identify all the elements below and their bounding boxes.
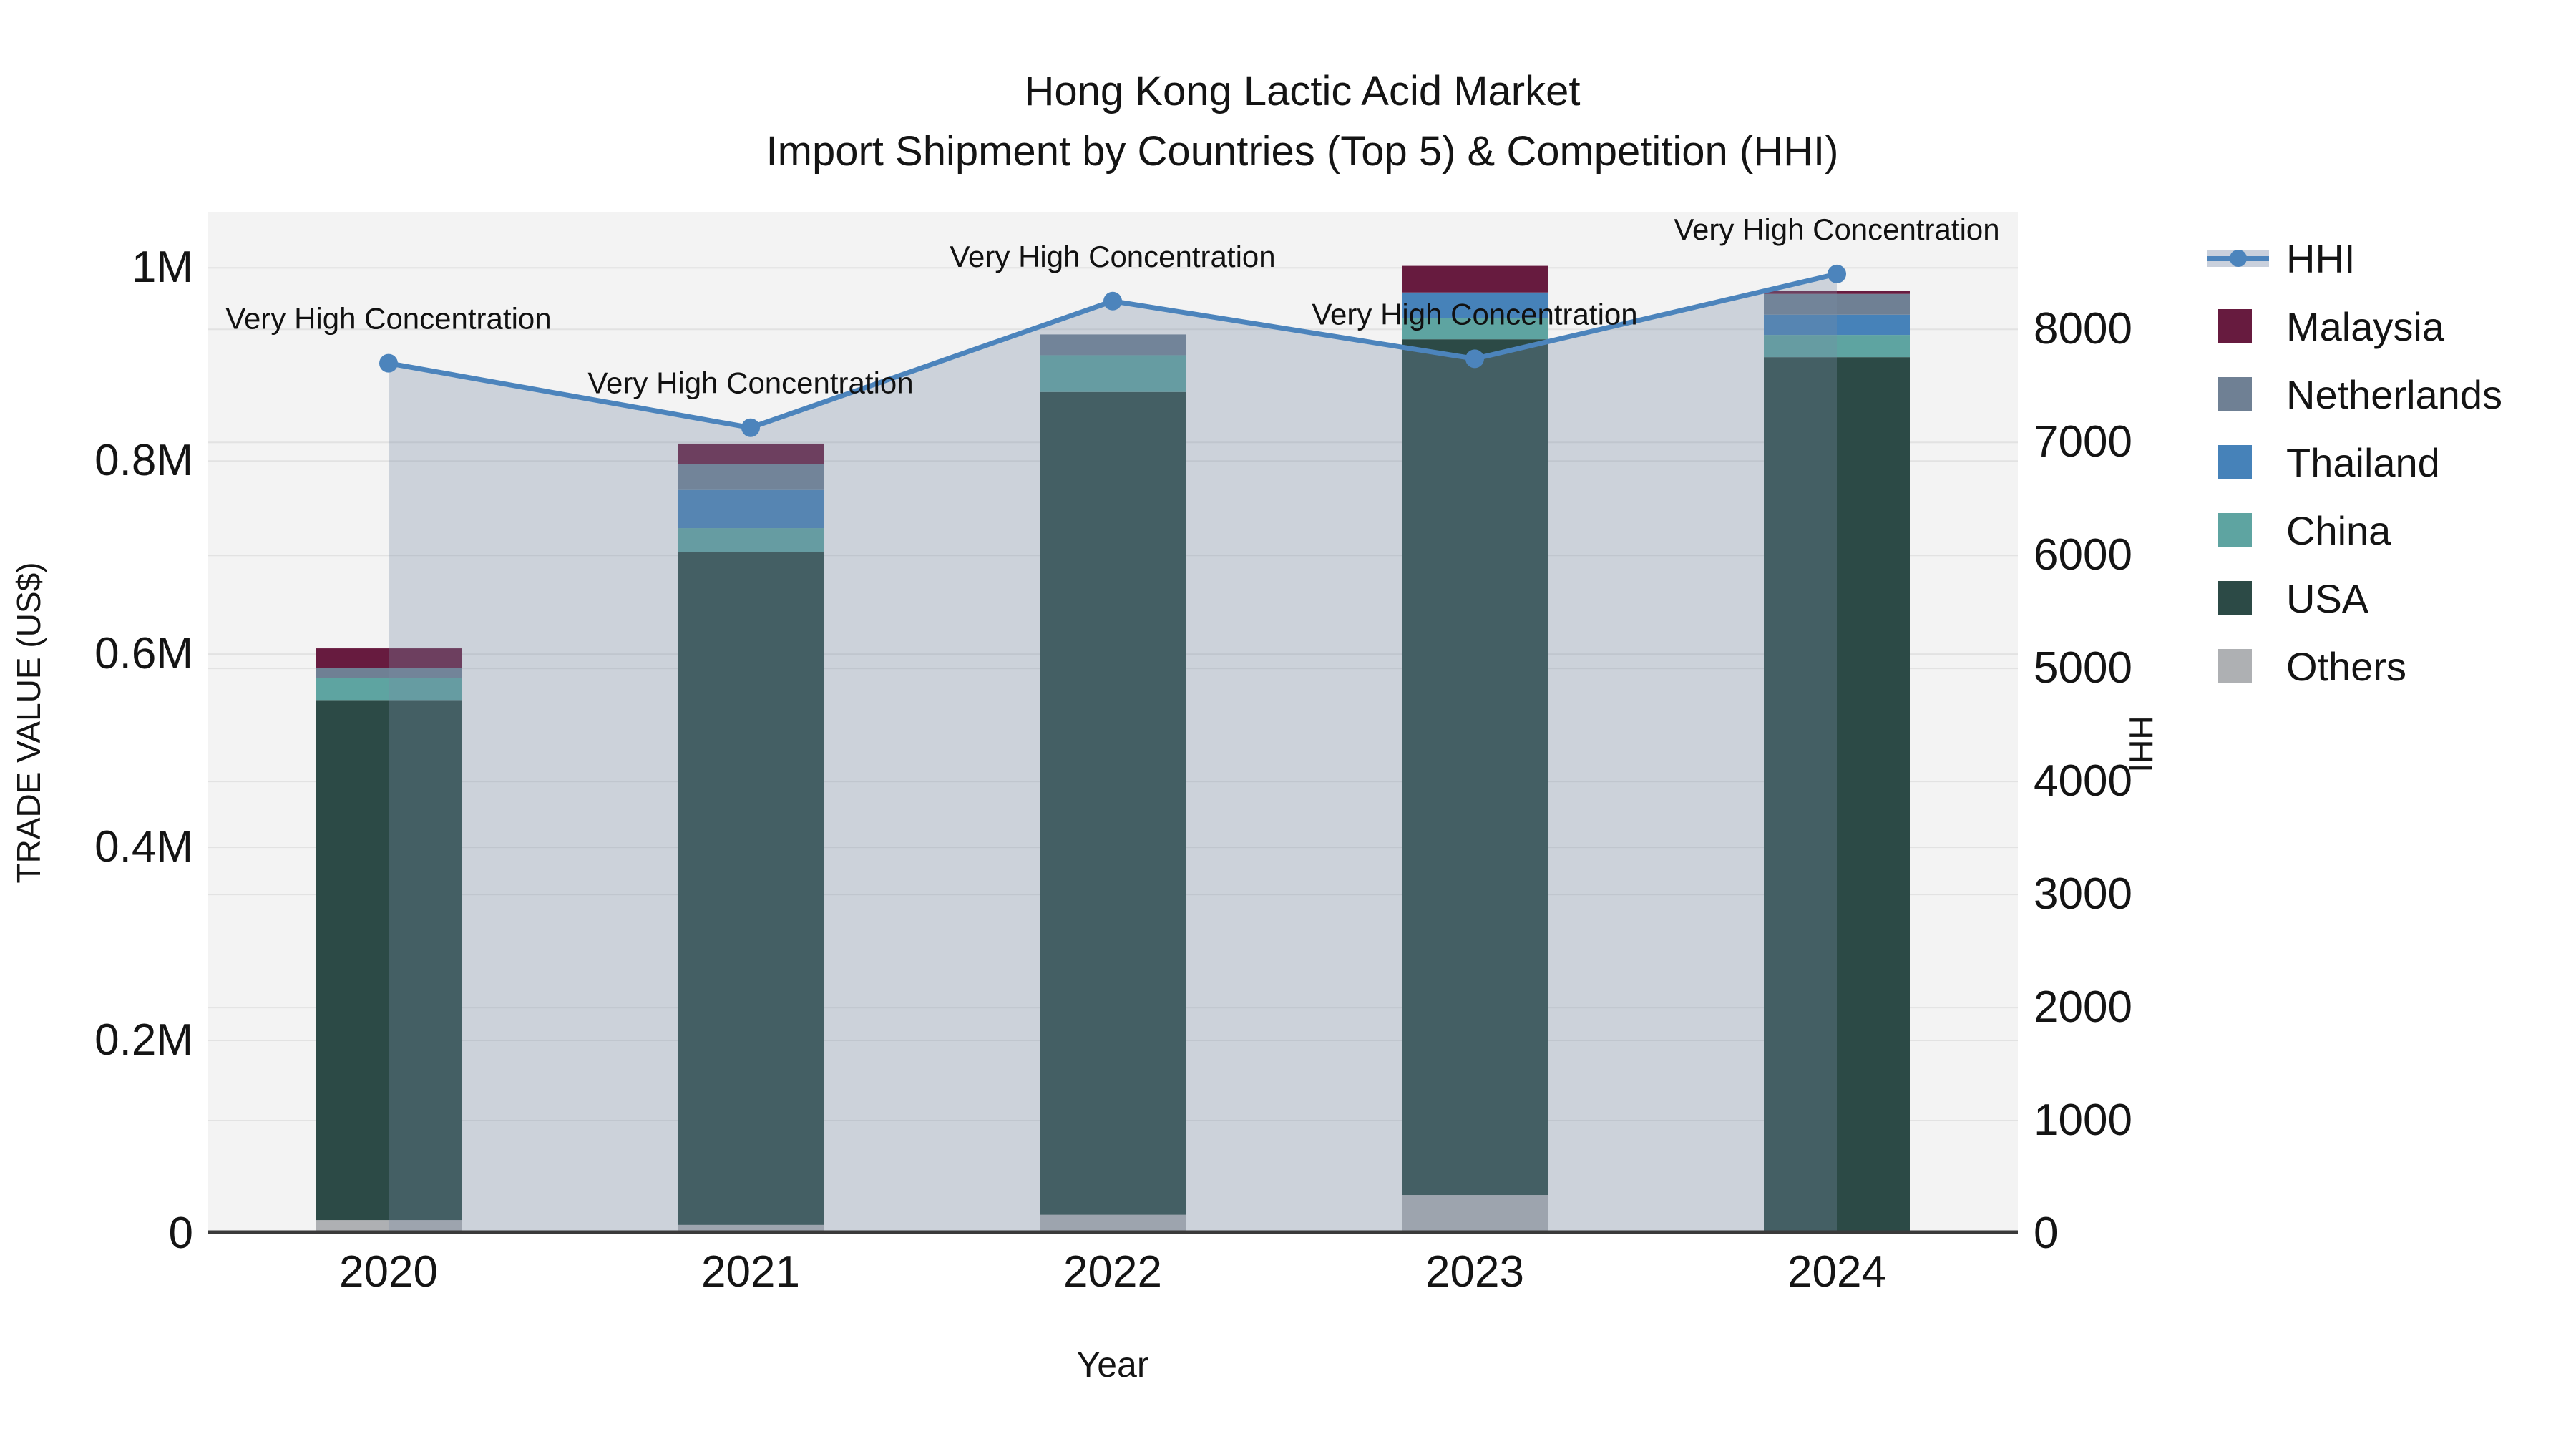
legend-item-netherlands[interactable]: Netherlands — [2207, 372, 2502, 417]
annotation-2024: Very High Concentration — [1674, 213, 1999, 246]
color-swatch — [2218, 377, 2252, 411]
malaysia-swatch-icon — [2207, 308, 2273, 345]
annotation-2022: Very High Concentration — [950, 240, 1275, 273]
bar-segment-2023-China[interactable] — [1402, 318, 1548, 340]
bar-segment-2020-USA[interactable] — [316, 700, 462, 1221]
hhi-dot — [2230, 250, 2247, 267]
thailand-swatch-icon — [2207, 444, 2273, 481]
plot-area: Very High Concentration Very High Concent… — [208, 212, 2018, 1234]
legend-label: Thailand — [2286, 439, 2440, 485]
bar-segment-2024-Netherlands[interactable] — [1764, 293, 1910, 315]
right-tick-7000: 7000 — [2034, 417, 2132, 467]
bar-segment-2024-China[interactable] — [1764, 335, 1910, 358]
legend-item-others[interactable]: Others — [2207, 644, 2502, 689]
annotation-2021: Very High Concentration — [587, 366, 913, 400]
color-swatch — [2218, 581, 2252, 615]
legend-label: Others — [2286, 643, 2407, 689]
bar-segment-2024-Thailand[interactable] — [1764, 314, 1910, 336]
left-tick-1M: 1M — [131, 243, 193, 293]
right-tick-6000: 6000 — [2034, 530, 2132, 580]
hhi-line-icon — [2207, 240, 2273, 277]
color-swatch — [2218, 309, 2252, 343]
annotation-2023: Very High Concentration — [1312, 297, 1637, 331]
legend-label: HHI — [2286, 235, 2356, 281]
bar-segment-2023-Others[interactable] — [1402, 1195, 1548, 1234]
legend-label: China — [2286, 507, 2391, 553]
x-axis-label: Year — [1076, 1345, 1149, 1385]
legend-item-usa[interactable]: USA — [2207, 576, 2502, 621]
bar-segment-2023-Thailand[interactable] — [1402, 292, 1548, 318]
hhi-marker-2024[interactable] — [1828, 264, 1846, 283]
bar-segment-2021-Malaysia[interactable] — [678, 443, 824, 464]
color-swatch — [2218, 513, 2252, 547]
bar-segment-2021-Thailand[interactable] — [678, 489, 824, 529]
legend-label: USA — [2286, 575, 2369, 621]
bar-segment-2024-USA[interactable] — [1764, 357, 1910, 1234]
hhi-area-fill — [389, 273, 1837, 1234]
bar-segment-2023-Malaysia[interactable] — [1402, 265, 1548, 293]
left-tick-0.8M: 0.8M — [94, 436, 193, 486]
legend-item-china[interactable]: China — [2207, 508, 2502, 553]
legend-label: Malaysia — [2286, 303, 2444, 349]
x-tick-2020: 2020 — [339, 1247, 438, 1297]
right-tick-1000: 1000 — [2034, 1096, 2132, 1146]
annotation-2020: Very High Concentration — [225, 302, 551, 336]
bar-segment-2021-Netherlands[interactable] — [678, 464, 824, 490]
bar-segment-2023-USA[interactable] — [1402, 339, 1548, 1196]
left-tick-0.2M: 0.2M — [94, 1015, 193, 1065]
hhi-marker-2023[interactable] — [1465, 349, 1484, 369]
bar-segment-2022-USA[interactable] — [1040, 391, 1186, 1215]
bar-segment-2021-USA[interactable] — [678, 552, 824, 1225]
color-swatch — [2218, 445, 2252, 479]
others-swatch-icon — [2207, 648, 2273, 685]
bar-segment-2022-Netherlands[interactable] — [1040, 334, 1186, 356]
chart-title-line1: Hong Kong Lactic Acid Market — [1024, 68, 1581, 114]
left-tick-0: 0 — [168, 1209, 193, 1258]
chart-title-line2: Import Shipment by Countries (Top 5) & C… — [766, 128, 1839, 175]
legend-label: Netherlands — [2286, 371, 2502, 417]
right-tick-0: 0 — [2034, 1209, 2059, 1258]
right-tick-3000: 3000 — [2034, 869, 2132, 919]
legend-item-thailand[interactable]: Thailand — [2207, 440, 2502, 485]
chart-title: Hong Kong Lactic Acid Market Import Ship… — [29, 62, 2576, 182]
bar-segment-2024-Malaysia[interactable] — [1764, 291, 1910, 294]
china-swatch-icon — [2207, 512, 2273, 549]
left-tick-0.4M: 0.4M — [94, 822, 193, 872]
x-tick-2023: 2023 — [1425, 1247, 1524, 1297]
legend: HHI Malaysia Netherlands Thailand China USA Ot… — [2207, 236, 2502, 716]
legend-item-hhi[interactable]: HHI — [2207, 236, 2502, 281]
x-tick-2022: 2022 — [1063, 1247, 1162, 1297]
x-tick-2024: 2024 — [1787, 1247, 1886, 1297]
bar-segment-2020-Others[interactable] — [316, 1220, 462, 1234]
right-tick-4000: 4000 — [2034, 756, 2132, 806]
hhi-marker-2021[interactable] — [741, 418, 760, 437]
x-tick-2021: 2021 — [701, 1247, 800, 1297]
right-tick-5000: 5000 — [2034, 643, 2132, 693]
hhi-marker-2022[interactable] — [1103, 291, 1122, 311]
bar-segment-2020-Netherlands[interactable] — [316, 668, 462, 678]
hhi-marker-2020[interactable] — [379, 353, 398, 373]
bar-segment-2020-China[interactable] — [316, 678, 462, 701]
bar-segment-2020-Malaysia[interactable] — [316, 648, 462, 668]
legend-item-malaysia[interactable]: Malaysia — [2207, 304, 2502, 349]
color-swatch — [2218, 649, 2252, 683]
bar-segment-2021-China[interactable] — [678, 528, 824, 552]
bar-segment-2022-China[interactable] — [1040, 355, 1186, 392]
left-tick-0.6M: 0.6M — [94, 629, 193, 679]
netherlands-swatch-icon — [2207, 376, 2273, 413]
right-tick-8000: 8000 — [2034, 304, 2132, 354]
right-tick-2000: 2000 — [2034, 982, 2132, 1033]
usa-swatch-icon — [2207, 580, 2273, 617]
